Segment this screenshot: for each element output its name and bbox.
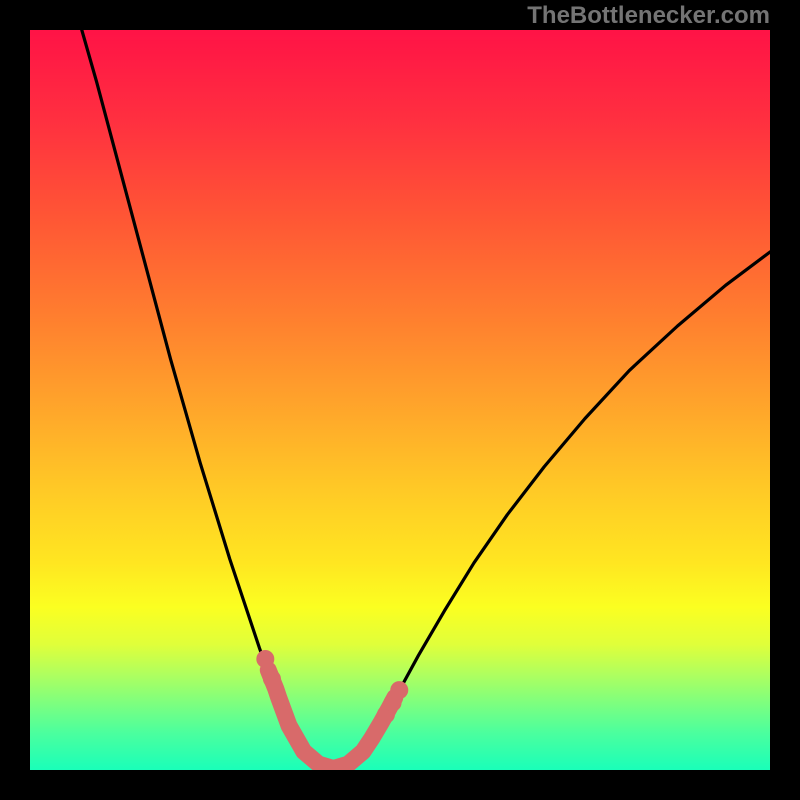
watermark-label: TheBottlenecker.com: [527, 2, 770, 30]
bottleneck-chart: [0, 0, 800, 800]
gradient-background: [30, 30, 770, 770]
dot-marker: [263, 670, 281, 688]
chart-stage: TheBottlenecker.com: [0, 0, 800, 800]
dot-marker: [256, 650, 274, 668]
dot-marker: [390, 681, 408, 699]
